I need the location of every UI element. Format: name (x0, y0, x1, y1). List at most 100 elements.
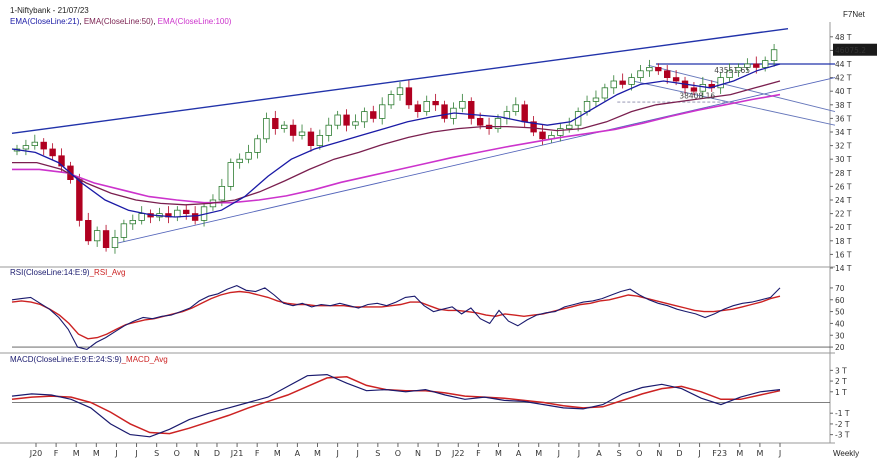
lower-trend-line (112, 77, 836, 245)
candle-up (298, 131, 306, 136)
candle-down (690, 87, 698, 92)
candle-up (592, 97, 600, 102)
x-tick-label: S (154, 449, 159, 458)
candle-down (76, 179, 83, 221)
candle-down (468, 101, 475, 119)
candle-down (191, 213, 199, 221)
candle-up (352, 121, 359, 126)
x-tick-label: O (174, 449, 180, 458)
candle-down (539, 131, 546, 140)
x-tick-label: A (295, 449, 301, 458)
x-tick-label: J22 (451, 449, 465, 458)
candle-up (628, 77, 635, 85)
rsi-label: RSI(CloseLine:14:E:9) (10, 268, 90, 277)
x-tick-label: N (415, 449, 421, 458)
price-tick-label: 40 T (835, 87, 852, 96)
candle-up (646, 67, 653, 72)
candle-down (40, 141, 47, 150)
x-tick-label: M (93, 449, 100, 458)
candle-up (423, 101, 430, 113)
macd-tick-label: -3 T (835, 431, 850, 440)
macd-legend: MACD(CloseLine:E:9:E:24:S:9)_MACD_Avg (10, 355, 168, 364)
x-tick-label: F (54, 449, 59, 458)
price-tick-label: 16 T (835, 250, 852, 259)
candle-up (459, 101, 466, 109)
x-tick-label: A (596, 449, 602, 458)
candle-up (245, 151, 252, 160)
candle-down (343, 114, 350, 126)
rsi-tick-label: 50 (835, 308, 845, 317)
macd-label: MACD(CloseLine:E:9:E:24:S:9) (10, 355, 122, 364)
x-tick-label: F (476, 449, 481, 458)
level-annotation-2: 38408.16 (679, 92, 715, 101)
ema-legend: EMA(CloseLine:21), EMA(CloseLine:50), EM… (10, 17, 232, 26)
candle-up (744, 63, 751, 68)
candle-up (387, 94, 395, 106)
candle-down (405, 87, 413, 106)
macd-tick-label: -1 T (835, 409, 850, 418)
x-tick-label: M (73, 449, 80, 458)
candle-up (93, 230, 101, 242)
price-tick-label: 30 T (835, 155, 852, 164)
x-tick-label: F (255, 449, 260, 458)
ema50-line (12, 80, 781, 206)
price-tick-label: 26 T (835, 182, 852, 191)
x-tick-label: J (134, 449, 137, 458)
candle-down (289, 124, 297, 136)
x-tick-label: A (516, 449, 522, 458)
candle-up (334, 114, 341, 126)
x-tick-label: F23 (712, 449, 727, 458)
upper-channel-line (11, 27, 789, 135)
x-tick-label: M (495, 449, 502, 458)
x-tick-label: M (736, 449, 743, 458)
rsi-tick-label: 70 (835, 284, 845, 293)
candle-up (31, 141, 39, 146)
ema100-legend: EMA(CloseLine:100) (157, 17, 232, 26)
candle-up (174, 209, 181, 218)
x-tick-label: N (194, 449, 200, 458)
timeframe-label: Weekly (833, 449, 860, 458)
candle-down (49, 148, 56, 157)
rsi-tick-label: 30 (835, 331, 845, 340)
candle-up (281, 124, 288, 129)
x-tick-label: D (214, 449, 220, 458)
candle-down (272, 118, 279, 130)
x-tick-label: J20 (29, 449, 43, 458)
x-tick-label: J (356, 449, 359, 458)
rsi-tick-label: 60 (835, 296, 845, 305)
x-tick-label: J21 (230, 449, 244, 458)
x-tick-label: O (395, 449, 401, 458)
price-tick-label: 32 T (835, 142, 852, 151)
candle-down (476, 118, 484, 126)
candle-up (512, 104, 519, 113)
candle-up (557, 128, 564, 136)
price-tick-label: 36 T (835, 114, 852, 123)
candle-down (414, 104, 422, 113)
candle-up (227, 162, 234, 187)
candle-up (601, 87, 609, 99)
ema100-line (12, 93, 781, 204)
candle-up (717, 77, 724, 89)
candle-down (655, 67, 662, 72)
candle-up (111, 236, 119, 248)
x-tick-label: S (617, 449, 622, 458)
candle-up (494, 118, 502, 130)
falling-trend-line-1 (648, 64, 836, 113)
ema21-legend: EMA(CloseLine:21) (10, 17, 80, 26)
x-tick-label: M (314, 449, 321, 458)
candle-down (664, 70, 671, 79)
candle-down (441, 104, 448, 119)
candle-up (761, 60, 769, 68)
candle-up (583, 101, 591, 113)
price-tick-label: 38 T (835, 101, 852, 110)
candle-up (726, 70, 733, 79)
candle-up (325, 124, 332, 136)
x-tick-label: N (656, 449, 662, 458)
x-tick-label: D (435, 449, 441, 458)
ema21-line (11, 63, 781, 218)
candle-up (22, 145, 30, 150)
x-tick-label: M (274, 449, 281, 458)
rsi-tick-label: 20 (835, 343, 845, 352)
price-tick-label: 14 T (835, 264, 852, 273)
